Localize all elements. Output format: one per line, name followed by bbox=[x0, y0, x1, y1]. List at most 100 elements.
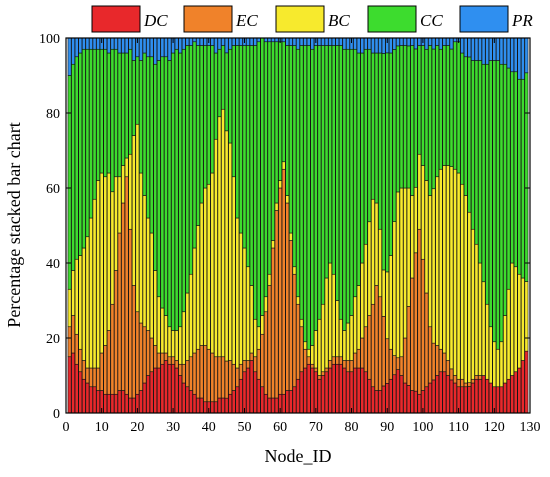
bar-segment-bc bbox=[96, 180, 101, 369]
bar-segment-dc bbox=[285, 390, 290, 414]
bar-segment-cc bbox=[217, 48, 222, 118]
bar-segment-ec bbox=[106, 330, 111, 395]
bar-segment-cc bbox=[385, 52, 390, 273]
bar-segment-dc bbox=[503, 382, 507, 414]
bar-segment-pr bbox=[495, 37, 500, 61]
bar-segment-bc bbox=[442, 165, 447, 354]
bar-segment-pr bbox=[413, 37, 418, 50]
bar-segment-dc bbox=[196, 397, 200, 414]
bar-segment-ec bbox=[374, 285, 379, 391]
x-tick-label: 100 bbox=[412, 420, 433, 435]
bar-segment-ec bbox=[278, 187, 283, 395]
bar-segment-ec bbox=[121, 202, 126, 391]
bar-segment-cc bbox=[399, 45, 404, 189]
bar-segment-pr bbox=[217, 37, 222, 50]
bar-segment-ec bbox=[174, 360, 179, 369]
bar-segment-cc bbox=[356, 52, 361, 286]
bar-segment-ec bbox=[281, 168, 286, 395]
bar-segment-bc bbox=[381, 269, 386, 317]
bar-segment-cc bbox=[303, 45, 308, 343]
bar-segment-cc bbox=[478, 60, 482, 264]
bar-segment-cc bbox=[181, 48, 186, 313]
legend-swatch-pr bbox=[459, 5, 509, 33]
bar-segment-dc bbox=[96, 390, 101, 414]
bar-segment-cc bbox=[156, 60, 161, 298]
bar-segment-bc bbox=[85, 236, 90, 369]
bar-segment-pr bbox=[524, 37, 529, 74]
bar-segment-pr bbox=[346, 37, 350, 50]
bar-segment-dc bbox=[331, 363, 336, 414]
bar-segment-ec bbox=[228, 360, 233, 395]
bar-segment-ec bbox=[221, 356, 225, 399]
bar-segment-bc bbox=[460, 183, 465, 380]
bar-segment-pr bbox=[114, 37, 118, 50]
bar-segment-ec bbox=[388, 348, 393, 380]
bar-segment-bc bbox=[235, 217, 240, 369]
bar-segment-bc bbox=[413, 186, 418, 254]
bar-segment-bc bbox=[435, 176, 440, 346]
bar-segment-dc bbox=[260, 386, 265, 414]
bar-segment-pr bbox=[296, 37, 300, 50]
bar-segment-pr bbox=[513, 37, 518, 73]
bar-segment-ec bbox=[117, 232, 122, 391]
bar-segment-pr bbox=[503, 37, 507, 65]
bar-segment-cc bbox=[71, 63, 76, 271]
bar-segment-bc bbox=[474, 243, 479, 376]
bar-segment-pr bbox=[71, 37, 76, 65]
bar-segment-dc bbox=[399, 375, 404, 414]
bar-segment-bc bbox=[67, 288, 72, 328]
bar-segment-bc bbox=[271, 240, 275, 249]
bar-segment-ec bbox=[410, 277, 415, 391]
bar-segment-ec bbox=[363, 326, 368, 373]
bar-segment-cc bbox=[203, 45, 208, 189]
bar-segment-ec bbox=[74, 333, 79, 365]
bar-segment-ec bbox=[167, 356, 172, 365]
bar-segment-pr bbox=[360, 37, 365, 54]
bar-segment-cc bbox=[321, 45, 325, 305]
bar-segment-cc bbox=[396, 45, 400, 193]
bar-segment-pr bbox=[367, 37, 372, 50]
bar-segment-ec bbox=[296, 303, 300, 380]
bar-segment-cc bbox=[149, 56, 154, 234]
bar-segment-bc bbox=[392, 221, 397, 356]
bar-segment-bc bbox=[114, 176, 118, 271]
bar-segment-cc bbox=[253, 45, 258, 320]
bar-segment-bc bbox=[210, 172, 215, 354]
bar-segment-ec bbox=[438, 348, 443, 373]
x-tick-label: 10 bbox=[95, 420, 109, 435]
bar-segment-pr bbox=[167, 37, 172, 61]
bar-segment-cc bbox=[406, 45, 411, 189]
bar-segment-cc bbox=[135, 56, 140, 125]
bar-segment-bc bbox=[106, 172, 111, 331]
bar-segment-ec bbox=[185, 360, 190, 388]
bar-segment-cc bbox=[481, 63, 486, 283]
bar-segment-pr bbox=[520, 37, 525, 80]
bar-segment-dc bbox=[110, 393, 115, 414]
bar-segment-dc bbox=[235, 386, 240, 414]
bar-segment-bc bbox=[338, 318, 343, 358]
bar-segment-dc bbox=[338, 363, 343, 414]
bar-segment-ec bbox=[71, 315, 76, 354]
bar-segment-pr bbox=[388, 37, 393, 54]
bar-segment-pr bbox=[149, 37, 154, 58]
bar-segment-dc bbox=[238, 378, 243, 414]
bar-segment-ec bbox=[456, 378, 461, 388]
bar-segment-dc bbox=[410, 390, 415, 414]
bar-segment-bc bbox=[292, 266, 297, 275]
bar-segment-pr bbox=[110, 37, 115, 50]
bar-segment-dc bbox=[303, 367, 308, 414]
bar-segment-ec bbox=[214, 356, 218, 403]
bar-segment-dc bbox=[431, 379, 436, 414]
bar-segment-ec bbox=[89, 367, 93, 388]
bar-segment-bc bbox=[281, 161, 286, 170]
bar-segment-dc bbox=[495, 386, 500, 414]
bar-segment-bc bbox=[431, 188, 436, 344]
bar-segment-bc bbox=[321, 303, 325, 373]
bar-segment-dc bbox=[453, 382, 457, 414]
bar-segment-cc bbox=[346, 48, 350, 324]
bar-segment-ec bbox=[403, 337, 407, 384]
bar-segment-pr bbox=[324, 37, 329, 46]
bar-segment-dc bbox=[449, 379, 454, 414]
bar-segment-cc bbox=[503, 63, 507, 316]
